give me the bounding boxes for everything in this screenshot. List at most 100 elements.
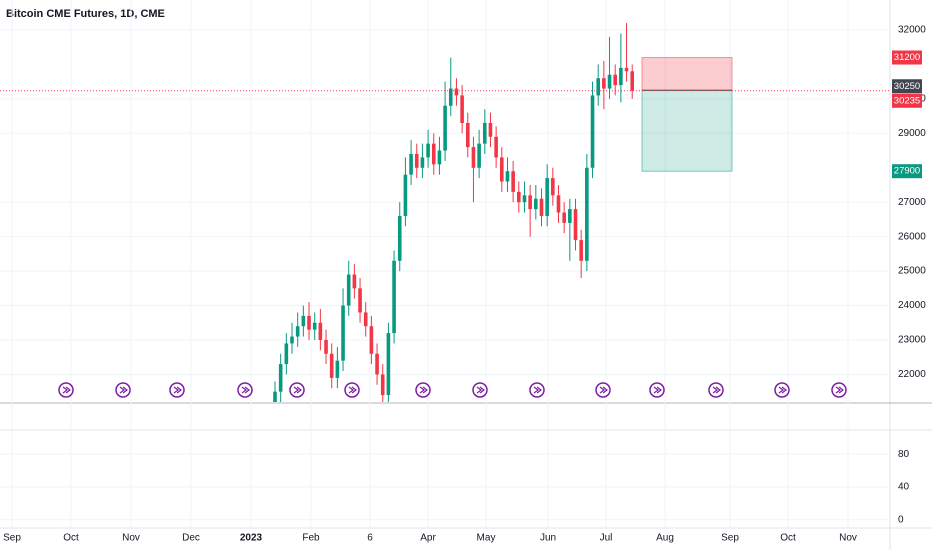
candle-body	[392, 260, 396, 334]
event-icon-arrow	[293, 386, 302, 394]
candle-body	[358, 288, 362, 313]
candle-body	[301, 315, 306, 327]
candle-body	[278, 364, 283, 392]
event-icon-arrow	[119, 386, 128, 394]
candle-body	[568, 209, 572, 223]
x-tick-label: 6	[367, 533, 373, 544]
candle-body	[329, 353, 334, 378]
price-tag	[892, 164, 922, 179]
y-tick-label: 22000	[898, 369, 926, 380]
candle-body	[482, 122, 487, 144]
y-tick-label: 23000	[898, 335, 926, 346]
candle-body	[369, 326, 374, 354]
candle-body	[534, 198, 538, 210]
candle-body	[290, 336, 294, 344]
candle-body	[585, 167, 589, 261]
candle-body	[500, 157, 504, 182]
event-icon-arrow	[419, 386, 428, 394]
candle-body	[352, 274, 357, 289]
event-icon-arrow	[476, 386, 485, 394]
candle-body	[619, 67, 623, 86]
candle-body	[284, 343, 289, 365]
candle-body	[448, 88, 453, 106]
x-tick-label: May	[477, 533, 496, 544]
candle-body	[528, 195, 532, 210]
candle-body	[431, 143, 436, 165]
candle-body	[545, 178, 549, 216]
candle-body	[613, 74, 617, 86]
candle-body	[335, 360, 340, 378]
candle-body	[579, 240, 583, 261]
event-icon-arrow	[348, 386, 357, 394]
event-icon-arrow	[599, 386, 608, 394]
price-tag-label: 30235	[894, 95, 920, 106]
candle-body	[511, 171, 515, 192]
candle-body	[488, 122, 493, 137]
y-tick-label: 26000	[898, 231, 926, 242]
plot	[0, 23, 890, 402]
price-tag	[892, 93, 922, 108]
candle-body	[426, 143, 430, 158]
y-tick-label: 29000	[898, 128, 926, 139]
candle-body	[414, 153, 419, 168]
candle-body	[460, 95, 464, 123]
candle-body	[312, 322, 317, 330]
event-icon-arrow	[173, 386, 182, 394]
candle-body	[539, 198, 544, 216]
candle-body	[590, 95, 595, 168]
price-tag-label: 27900	[894, 166, 920, 177]
x-tick-label: Nov	[122, 533, 140, 544]
candle-body	[295, 326, 300, 337]
event-icon-arrow	[835, 386, 844, 394]
candle-body	[409, 153, 413, 175]
candle-body	[346, 274, 351, 306]
candle-body	[386, 333, 391, 396]
y-tick-label: 24000	[898, 300, 926, 311]
candle-body	[273, 391, 277, 402]
candle-body	[437, 150, 442, 165]
candle-body	[630, 71, 635, 91]
candle-body	[494, 136, 498, 158]
y-tick-label: 40	[898, 482, 910, 493]
candle-body	[420, 157, 425, 168]
overlay: 2200023000240002500026000270002900030000…	[3, 25, 926, 544]
candle-body	[454, 88, 459, 96]
y-tick-label: 25000	[898, 266, 926, 277]
candle-body	[562, 212, 566, 223]
candle-body	[522, 195, 527, 203]
x-tick-label: Apr	[420, 533, 436, 544]
candle-body	[551, 178, 555, 196]
stop-zone	[641, 57, 733, 91]
price-tag-label: 30250	[894, 81, 920, 92]
x-tick-label: Dec	[182, 533, 200, 544]
candle-body	[573, 209, 578, 241]
event-icon-arrow	[533, 386, 542, 394]
x-tick-label: Sep	[721, 533, 739, 544]
x-tick-label: Sep	[3, 533, 21, 544]
candle-body	[624, 67, 629, 72]
candle-body	[556, 195, 561, 213]
x-tick-label: Jul	[600, 533, 613, 544]
event-icon-arrow	[653, 386, 662, 394]
event-icon-arrow	[778, 386, 787, 394]
candle-body	[380, 374, 385, 396]
target-zone	[641, 89, 733, 172]
candle-body	[341, 305, 345, 361]
candle-body	[324, 339, 328, 354]
x-tick-label: Aug	[656, 533, 674, 544]
candle-body	[363, 312, 368, 327]
y-tick-label: 80	[898, 449, 910, 460]
candle-body	[471, 147, 476, 168]
candle-body	[602, 78, 606, 89]
event-icon-arrow	[241, 386, 250, 394]
candle-body	[465, 122, 470, 148]
candle-body	[596, 78, 600, 96]
x-tick-label: 2023	[240, 533, 263, 544]
y-tick-label: 32000	[898, 25, 926, 36]
candle-body	[397, 215, 402, 261]
candle-body	[607, 74, 612, 89]
y-tick-label: 27000	[898, 197, 926, 208]
